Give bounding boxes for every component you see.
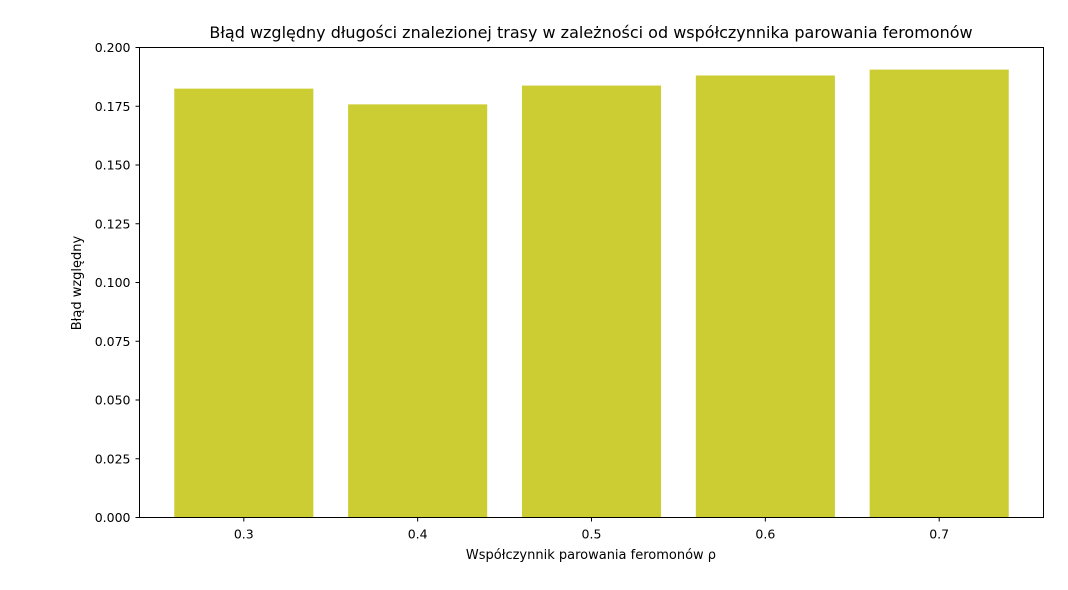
x-tick-label: 0.7 — [929, 527, 949, 542]
x-axis-ticks: 0.3 0.4 0.5 0.6 0.7 — [234, 517, 949, 542]
y-tick-label: 0.050 — [95, 393, 131, 408]
y-tick-label: 0.175 — [95, 99, 131, 114]
y-tick-label: 0.075 — [95, 334, 131, 349]
x-tick-label: 0.6 — [755, 527, 775, 542]
x-tick-label: 0.4 — [408, 527, 428, 542]
y-tick-label: 0.125 — [95, 216, 131, 231]
y-tick-label: 0.025 — [95, 451, 131, 466]
chart-title: Błąd względny długości znalezionej trasy… — [209, 23, 972, 42]
bar-0.3 — [174, 88, 314, 518]
bar-0.4 — [348, 104, 488, 518]
y-tick-label: 0.100 — [95, 275, 131, 290]
x-tick-label: 0.3 — [234, 527, 254, 542]
bar-0.5 — [521, 85, 662, 518]
x-axis-label: Współczynnik parowania feromonów ρ — [466, 548, 716, 563]
bars-group — [174, 69, 1009, 518]
bar-0.7 — [869, 69, 1009, 518]
y-axis-ticks: 0.000 0.025 0.050 0.075 0.100 0.125 0.150 0.175… — [95, 40, 140, 525]
y-tick-label: 0.000 — [95, 510, 131, 525]
x-tick-label: 0.5 — [582, 527, 602, 542]
bar-0.6 — [695, 75, 835, 518]
y-tick-label: 0.200 — [95, 40, 131, 55]
y-tick-label: 0.150 — [95, 158, 131, 173]
y-axis-label: Błąd względny — [70, 235, 85, 330]
